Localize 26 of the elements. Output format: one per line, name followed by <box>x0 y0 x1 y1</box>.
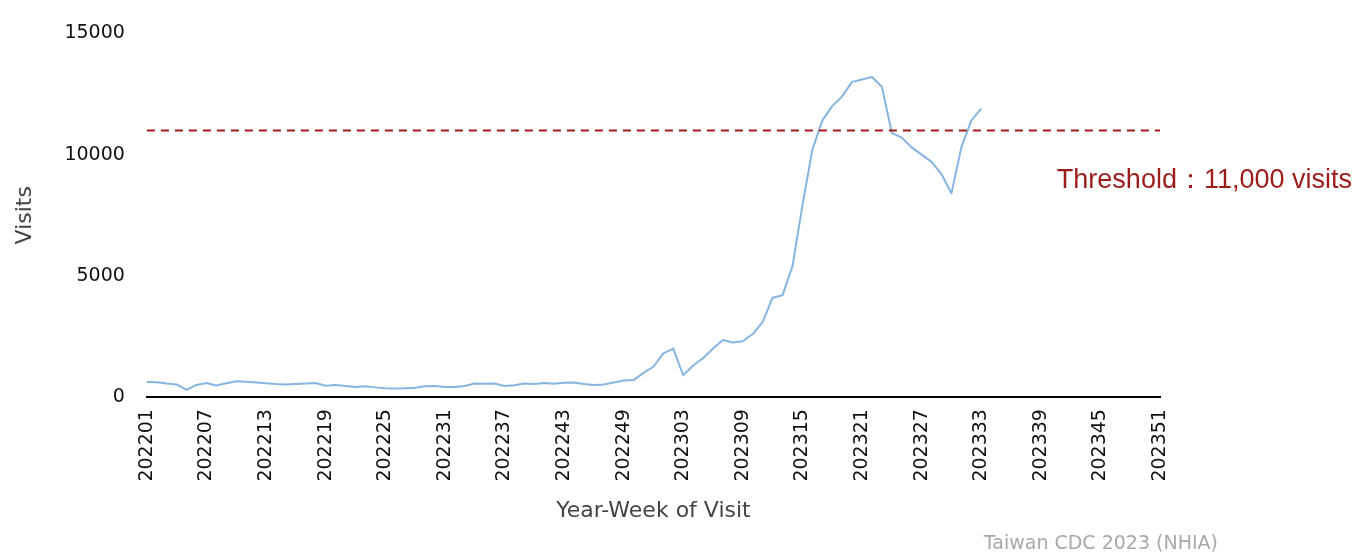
x-tick-label: 202225 <box>372 409 395 482</box>
x-tick-label: 202249 <box>610 409 633 482</box>
x-tick-label: 202345 <box>1087 409 1110 482</box>
text: Taiwan CDC 2023 (NHIA) <box>982 531 1218 554</box>
x-tick-label: 202243 <box>550 409 573 482</box>
x-tick-label: 202333 <box>968 409 991 482</box>
x-tick-label: 202219 <box>312 409 335 482</box>
x-tick-label: 202213 <box>252 409 275 482</box>
x-tick-label: 202321 <box>848 409 871 482</box>
x-tick-label: 202315 <box>789 409 812 482</box>
x-tick-label: 202231 <box>431 409 454 482</box>
x-tick-label: 202237 <box>491 409 514 482</box>
x-tick-label: 202351 <box>1146 409 1169 482</box>
y-axis-title: Visits <box>10 186 36 245</box>
x-tick-label: 202207 <box>193 409 216 482</box>
x-tick-label: 202339 <box>1027 409 1050 482</box>
x-tick-label: 202303 <box>670 409 693 482</box>
x-axis-title: Year-Week of Visit <box>555 496 752 522</box>
y-tick-label: 10000 <box>64 141 125 164</box>
x-tick-label: 202327 <box>908 409 931 482</box>
y-tick-label: 0 <box>112 384 125 407</box>
x-tick-label: 202201 <box>133 409 156 482</box>
ref-line-label: Threshold：11,000 visits <box>1056 163 1352 194</box>
y-tick-label: 5000 <box>76 262 125 285</box>
y-tick-label: 15000 <box>64 20 125 43</box>
x-tick-label: 202309 <box>729 409 752 482</box>
